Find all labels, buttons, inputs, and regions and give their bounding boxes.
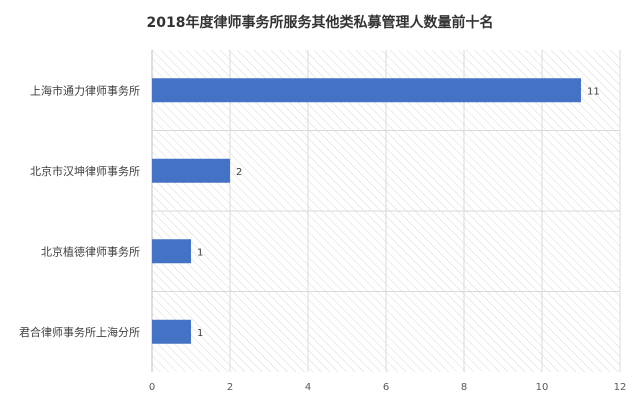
x-tick-label: 12 <box>614 382 627 393</box>
chart-title: 2018年度律师事务所服务其他类私募管理人数量前十名 <box>147 14 494 31</box>
bar <box>152 239 191 264</box>
x-tick-label: 2 <box>227 382 233 393</box>
x-tick-label: 0 <box>149 382 155 393</box>
category-label: 上海市通力律师事务所 <box>30 83 140 97</box>
data-label: 1 <box>197 328 203 339</box>
x-tick-label: 6 <box>383 382 389 393</box>
bar <box>152 78 581 103</box>
category-label: 北京市汉坤律师事务所 <box>30 164 140 178</box>
bar <box>152 158 230 183</box>
x-tick-label: 10 <box>536 382 549 393</box>
data-label: 1 <box>197 247 203 258</box>
x-axis-ticks: 0 2 4 6 8 10 12 <box>149 382 627 393</box>
bar <box>152 319 191 344</box>
data-label: 2 <box>236 167 242 178</box>
data-label: 11 <box>587 86 600 97</box>
x-tick-label: 4 <box>305 382 311 393</box>
category-label: 君合律师事务所上海分所 <box>19 325 140 339</box>
bars <box>152 78 581 344</box>
x-tick-label: 8 <box>461 382 467 393</box>
category-label: 北京植德律师事务所 <box>41 244 140 258</box>
gridlines <box>151 50 621 372</box>
